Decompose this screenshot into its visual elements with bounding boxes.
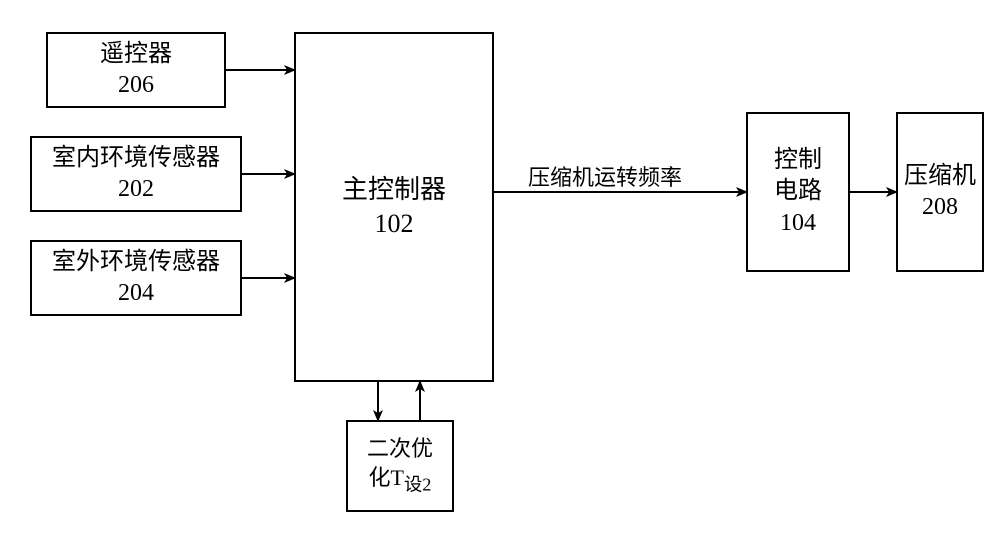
node-ctrl-line1: 控制	[774, 145, 822, 176]
node-remote: 遥控器 206	[46, 32, 226, 108]
node-outdoor-line2: 204	[118, 278, 154, 309]
node-indoor-sensor: 室内环境传感器 202	[30, 136, 242, 212]
node-ctrl-line2: 电路	[774, 176, 822, 207]
node-main-line1: 主控制器	[342, 173, 446, 207]
node-secondary-optimization: 二次优化T设2	[346, 420, 454, 512]
node-indoor-line2: 202	[118, 174, 154, 205]
node-comp-line2: 208	[922, 192, 958, 223]
node-outdoor-line1: 室外环境传感器	[52, 247, 220, 278]
node-opt-text: 二次优化T设2	[367, 435, 433, 497]
node-comp-line1: 压缩机	[904, 161, 976, 192]
node-compressor: 压缩机 208	[896, 112, 984, 272]
node-remote-line2: 206	[118, 70, 154, 101]
node-indoor-line1: 室内环境传感器	[52, 143, 220, 174]
node-control-circuit: 控制 电路 104	[746, 112, 850, 272]
node-outdoor-sensor: 室外环境传感器 204	[30, 240, 242, 316]
node-main-line2: 102	[375, 207, 414, 241]
node-ctrl-line3: 104	[780, 208, 816, 239]
edge-label-main-to-ctrl: 压缩机运转频率	[528, 160, 682, 192]
diagram-stage: 遥控器 206 室内环境传感器 202 室外环境传感器 204 主控制器 102…	[0, 0, 1000, 540]
node-main-controller: 主控制器 102	[294, 32, 494, 382]
node-remote-line1: 遥控器	[100, 39, 172, 70]
